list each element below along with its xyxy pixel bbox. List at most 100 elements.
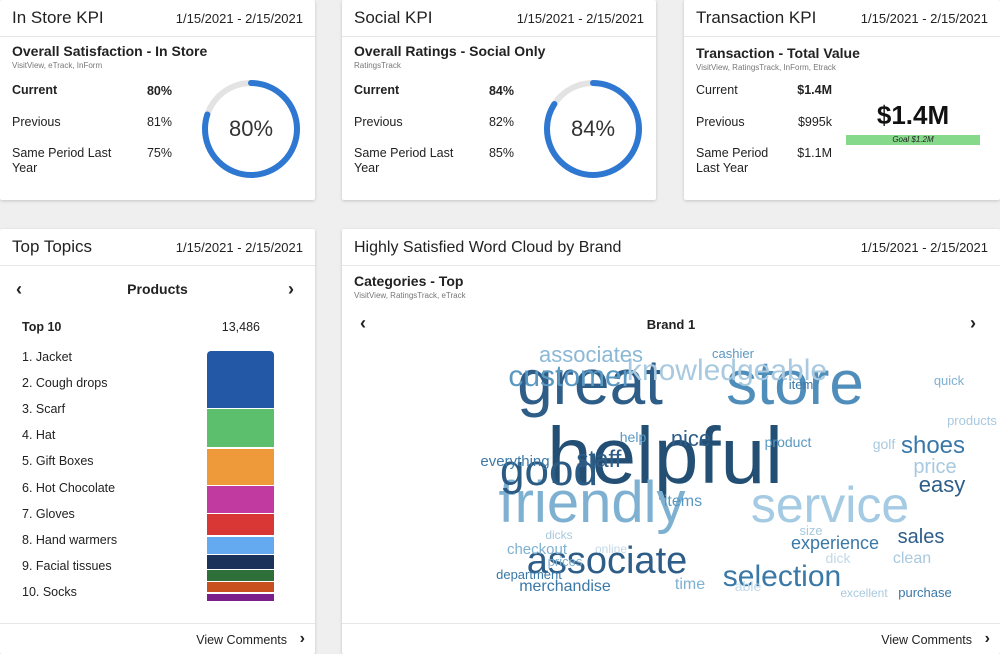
- word-cloud-term[interactable]: product: [765, 434, 812, 450]
- word-cloud-term[interactable]: customer: [508, 360, 631, 393]
- chevron-left-icon[interactable]: ‹: [360, 313, 366, 333]
- top-topics-card: Top Topics 1/15/2021 - 2/15/2021 ‹ Produ…: [0, 229, 315, 654]
- word-cloud-term[interactable]: excellent: [840, 586, 888, 600]
- word-cloud-term[interactable]: products: [947, 413, 997, 428]
- word-cloud-term[interactable]: price: [913, 456, 956, 478]
- kpi-row-label: Current: [696, 83, 738, 97]
- topic-bar-segment[interactable]: [207, 514, 274, 536]
- word-cloud-term[interactable]: nice: [671, 426, 711, 451]
- word-cloud-term[interactable]: department: [496, 567, 562, 582]
- topic-bar-segment[interactable]: [207, 409, 274, 447]
- kpi-row-value: 82%: [488, 115, 514, 129]
- date-range[interactable]: 1/15/2021 - 2/15/2021: [516, 11, 644, 26]
- word-cloud-term[interactable]: associates: [539, 342, 643, 367]
- kpi-subtitle: Transaction - Total Value: [696, 45, 860, 61]
- word-cloud-term[interactable]: clean: [893, 550, 931, 567]
- card-header: In Store KPI 1/15/2021 - 2/15/2021: [0, 0, 315, 37]
- word-cloud-term[interactable]: everything: [480, 453, 549, 470]
- kpi-row-label: Same Period Last: [354, 146, 454, 160]
- topic-bar-segment[interactable]: [207, 570, 274, 581]
- word-cloud-term[interactable]: friendly: [499, 470, 686, 535]
- goal-bar: Goal $1.2M: [846, 135, 980, 145]
- word-cloud-term[interactable]: knowledgeable: [627, 354, 827, 387]
- chevron-right-icon[interactable]: ›: [288, 279, 294, 299]
- chevron-right-icon[interactable]: ›: [299, 630, 305, 647]
- word-cloud-term[interactable]: selection: [723, 560, 841, 593]
- topic-bar-segment[interactable]: [207, 582, 274, 593]
- word-cloud-term[interactable]: golf: [873, 436, 896, 452]
- word-cloud-term[interactable]: associate: [527, 540, 688, 582]
- card-title: Transaction KPI: [696, 8, 817, 27]
- topic-label: 2. Cough drops: [22, 376, 108, 391]
- kpi-source: RatingsTrack: [354, 61, 401, 70]
- topic-bar-segment[interactable]: [207, 448, 274, 485]
- word-cloud-term[interactable]: easy: [919, 472, 965, 497]
- date-range[interactable]: 1/15/2021 - 2/15/2021: [860, 240, 988, 255]
- kpi-row-label: Previous: [354, 115, 403, 129]
- kpi-row-label: Same Period: [696, 146, 769, 160]
- kpi-row-label: Previous: [12, 115, 61, 129]
- word-cloud-term[interactable]: store: [726, 349, 864, 418]
- topic-label: 9. Facial tissues: [22, 558, 112, 573]
- word-cloud-term[interactable]: service: [751, 477, 909, 533]
- date-range[interactable]: 1/15/2021 - 2/15/2021: [175, 240, 303, 255]
- word-cloud-card: Highly Satisfied Word Cloud by Brand 1/1…: [342, 229, 1000, 654]
- card-title: Highly Satisfied Word Cloud by Brand: [354, 239, 622, 256]
- topic-bar-segment[interactable]: [207, 593, 274, 602]
- kpi-row-label: Current: [354, 83, 400, 97]
- word-cloud-term[interactable]: able: [735, 578, 762, 594]
- word-cloud-term[interactable]: time: [675, 576, 705, 593]
- word-cloud-term[interactable]: help: [620, 429, 647, 445]
- brand-selector: Brand 1: [646, 317, 696, 332]
- gauge-ring: [544, 80, 642, 178]
- gauge-value: 80%: [228, 116, 274, 141]
- word-cloud-term[interactable]: shoes: [901, 432, 965, 459]
- view-comments-link[interactable]: View Comments: [881, 633, 972, 647]
- word-cloud-term[interactable]: prices: [548, 554, 583, 569]
- word-cloud-term[interactable]: quick: [934, 373, 965, 388]
- kpi-row-value: 85%: [488, 146, 514, 160]
- word-cloud-term[interactable]: online: [595, 542, 627, 556]
- word-cloud-term[interactable]: helpful: [547, 411, 783, 500]
- word-cloud-term[interactable]: items: [664, 493, 702, 510]
- kpi-row-value: 75%: [146, 146, 172, 160]
- topic-label: 1. Jacket: [22, 350, 73, 364]
- card-footer: View Comments ›: [0, 623, 315, 654]
- word-cloud-term[interactable]: good: [500, 446, 598, 495]
- word-cloud-term[interactable]: dick: [826, 550, 852, 566]
- card-footer: View Comments ›: [342, 623, 1000, 654]
- kpi-row-value: $1.1M: [797, 146, 832, 160]
- word-cloud-term[interactable]: dicks: [545, 528, 572, 542]
- date-range[interactable]: 1/15/2021 - 2/15/2021: [860, 11, 988, 26]
- word-cloud-term[interactable]: merchandise: [519, 578, 611, 595]
- word-cloud-term[interactable]: size: [799, 523, 822, 538]
- word-cloud-term[interactable]: checkout: [507, 541, 568, 558]
- gauge-ring: [202, 80, 300, 178]
- topic-label: 10. Socks: [22, 584, 77, 599]
- kpi-source: VisitView, RatingsTrack, InForm, Etrack: [696, 63, 836, 72]
- word-cloud-term[interactable]: purchase: [898, 585, 951, 600]
- word-cloud-term[interactable]: experience: [791, 533, 879, 553]
- chevron-right-icon[interactable]: ›: [970, 313, 976, 333]
- card-header: Transaction KPI 1/15/2021 - 2/15/2021: [684, 0, 1000, 37]
- view-comments-link[interactable]: View Comments: [196, 633, 287, 647]
- word-cloud-term[interactable]: item: [789, 377, 814, 392]
- kpi-row-value: 84%: [488, 84, 514, 98]
- topic-bar-segment[interactable]: [207, 555, 274, 569]
- topic-bar-segment[interactable]: [207, 486, 274, 513]
- word-cloud-term[interactable]: staff: [577, 446, 622, 473]
- kpi-subtitle: Overall Ratings - Social Only: [354, 43, 546, 59]
- chevron-right-icon[interactable]: ›: [984, 630, 990, 647]
- date-range[interactable]: 1/15/2021 - 2/15/2021: [175, 11, 303, 26]
- social-kpi-card: Social KPI 1/15/2021 - 2/15/2021 Overall…: [342, 0, 656, 200]
- transaction-total-value: $1.4M: [876, 100, 950, 130]
- word-cloud-term[interactable]: sales: [898, 526, 945, 548]
- topic-bar-segment[interactable]: [207, 536, 274, 554]
- chevron-left-icon[interactable]: ‹: [16, 279, 22, 299]
- topic-label: 5. Gift Boxes: [22, 454, 94, 469]
- word-cloud-term[interactable]: cashier: [712, 346, 755, 361]
- topic-bar-segment[interactable]: [207, 351, 274, 408]
- word-cloud-term[interactable]: great: [517, 346, 663, 418]
- ratings-gauge: 84%: [542, 78, 644, 180]
